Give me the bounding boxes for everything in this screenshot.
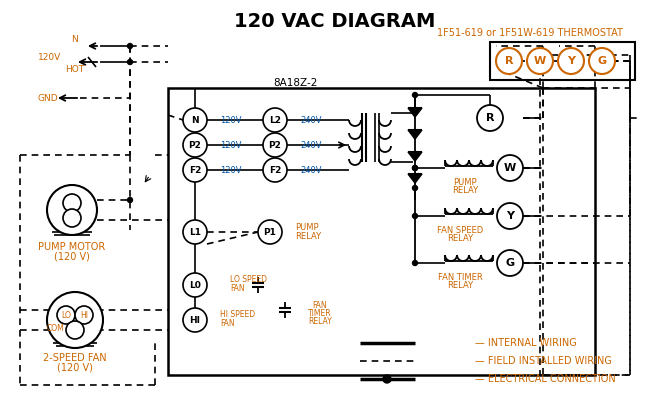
Text: F2: F2 (189, 166, 201, 174)
Circle shape (63, 194, 81, 212)
Text: HI SPEED: HI SPEED (220, 310, 255, 318)
Text: P1: P1 (263, 228, 277, 236)
Circle shape (477, 105, 503, 131)
Text: Y: Y (506, 211, 514, 221)
Circle shape (496, 48, 522, 74)
Circle shape (413, 166, 417, 171)
Text: F2: F2 (269, 166, 281, 174)
Circle shape (497, 250, 523, 276)
Bar (168, 88, 595, 375)
Text: N: N (191, 116, 199, 124)
Circle shape (183, 158, 207, 182)
Circle shape (383, 375, 391, 383)
Text: HI: HI (190, 316, 200, 324)
Text: G: G (505, 258, 515, 268)
Circle shape (66, 321, 84, 339)
Circle shape (497, 203, 523, 229)
Text: P2: P2 (188, 140, 202, 150)
Text: — ELECTRICAL CONNECTION: — ELECTRICAL CONNECTION (475, 374, 616, 384)
Text: 1F51-619 or 1F51W-619 THERMOSTAT: 1F51-619 or 1F51W-619 THERMOSTAT (437, 28, 623, 38)
Text: L1: L1 (189, 228, 201, 236)
Text: (120 V): (120 V) (57, 362, 93, 372)
Circle shape (127, 59, 133, 65)
Text: 120V: 120V (38, 52, 61, 62)
Circle shape (57, 306, 75, 324)
Text: HOT: HOT (66, 65, 84, 75)
Polygon shape (408, 152, 422, 161)
Circle shape (75, 306, 93, 324)
Text: PUMP: PUMP (295, 222, 319, 232)
Text: — FIELD INSTALLED WIRING: — FIELD INSTALLED WIRING (475, 356, 612, 366)
Polygon shape (408, 130, 422, 139)
Circle shape (263, 158, 287, 182)
Text: GND: GND (38, 93, 59, 103)
Text: PUMP: PUMP (453, 178, 477, 186)
Text: Y: Y (567, 56, 575, 66)
Text: 240V: 240V (300, 140, 322, 150)
Circle shape (183, 108, 207, 132)
Circle shape (183, 273, 207, 297)
Text: G: G (598, 56, 606, 66)
Text: FAN SPEED: FAN SPEED (437, 225, 483, 235)
Circle shape (47, 185, 97, 235)
Text: W: W (534, 56, 546, 66)
Text: FAN TIMER: FAN TIMER (438, 272, 482, 282)
Circle shape (183, 220, 207, 244)
Polygon shape (408, 108, 422, 117)
Text: PUMP MOTOR: PUMP MOTOR (38, 242, 106, 252)
Text: — INTERNAL WIRING: — INTERNAL WIRING (475, 338, 577, 348)
Circle shape (589, 48, 615, 74)
Circle shape (127, 44, 133, 49)
Circle shape (258, 220, 282, 244)
Circle shape (413, 186, 417, 191)
Text: TIMER: TIMER (308, 308, 332, 318)
Bar (490, 42, 635, 80)
Text: P2: P2 (269, 140, 281, 150)
Text: 120V: 120V (220, 116, 241, 124)
Text: 120V: 120V (220, 166, 241, 174)
Circle shape (413, 93, 417, 98)
Circle shape (183, 308, 207, 332)
Text: LO SPEED: LO SPEED (230, 274, 267, 284)
Circle shape (527, 48, 553, 74)
Circle shape (558, 48, 584, 74)
Text: 8A18Z-2: 8A18Z-2 (273, 78, 317, 88)
Text: (120 V): (120 V) (54, 251, 90, 261)
Circle shape (47, 292, 103, 348)
Circle shape (413, 214, 417, 218)
Circle shape (127, 197, 133, 202)
Text: L2: L2 (269, 116, 281, 124)
Text: W: W (504, 163, 516, 173)
Text: RELAY: RELAY (308, 316, 332, 326)
Text: RELAY: RELAY (447, 280, 473, 290)
Circle shape (263, 133, 287, 157)
Text: L0: L0 (189, 280, 201, 290)
Text: HI: HI (80, 310, 88, 320)
Circle shape (497, 155, 523, 181)
Text: 2-SPEED FAN: 2-SPEED FAN (43, 353, 107, 363)
Text: R: R (486, 113, 494, 123)
Text: LO: LO (61, 310, 71, 320)
Circle shape (413, 166, 417, 171)
Circle shape (183, 133, 207, 157)
Text: RELAY: RELAY (447, 233, 473, 243)
Text: RELAY: RELAY (452, 186, 478, 194)
Polygon shape (408, 174, 422, 183)
Text: RELAY: RELAY (295, 232, 321, 241)
Text: 240V: 240V (300, 116, 322, 124)
Text: 240V: 240V (300, 166, 322, 174)
Text: FAN: FAN (230, 284, 245, 292)
Circle shape (63, 209, 81, 227)
Text: COM: COM (47, 323, 65, 333)
Text: 120 VAC DIAGRAM: 120 VAC DIAGRAM (234, 12, 436, 31)
Circle shape (413, 261, 417, 266)
Circle shape (263, 108, 287, 132)
Text: FAN: FAN (313, 300, 328, 310)
Text: 120V: 120V (220, 140, 241, 150)
Text: R: R (505, 56, 513, 66)
Text: N: N (71, 36, 78, 44)
Text: FAN: FAN (220, 318, 234, 328)
